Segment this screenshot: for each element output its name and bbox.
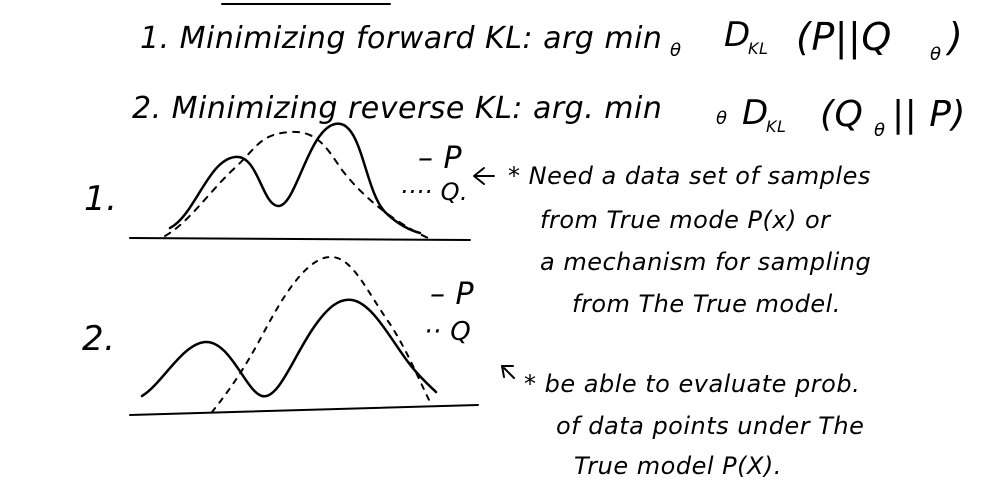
line1-args: (P||Q — [796, 15, 892, 60]
line2-min-subscript: θ — [716, 108, 728, 129]
line2-args-rest: || P) — [892, 94, 966, 135]
plot1-note-line-4: from The True model. — [572, 290, 841, 318]
plot2-note-line-2: of data points under The — [556, 412, 864, 440]
line2-args-subscript: θ — [874, 120, 886, 141]
plot1-legend-p: – P — [418, 141, 463, 176]
plot1-note-line-3: a mechanism for sampling — [540, 248, 871, 276]
plot2-legend-p: – P — [430, 277, 475, 312]
plot2-note-line-3: True model P(X). — [574, 452, 782, 480]
plot1-note-line-2: from True mode P(x) or — [540, 206, 832, 234]
line1-text: 1. Minimizing forward KL: arg min — [140, 21, 662, 56]
line1-min-subscript: θ — [670, 40, 682, 61]
plot1-curve-p — [168, 122, 422, 235]
heading-forward-kl: 1. Minimizing forward KL: arg min θ D KL… — [140, 15, 963, 65]
arrow-up-left-icon — [501, 365, 515, 379]
line2-dkl-subscript: KL — [766, 117, 786, 136]
plot1-axis — [129, 237, 471, 241]
line1-args-subscript: θ — [930, 44, 942, 65]
plot-2: 2. – P ·· Q * be able to evaluate prob. … — [82, 255, 864, 480]
line2-dkl: D — [742, 93, 769, 133]
arrow-left-icon — [473, 167, 495, 185]
plot-1: 1. – P ···· Q. * Need a data set of samp… — [84, 122, 871, 318]
plot2-number: 2. — [82, 319, 115, 359]
line1-dkl: D — [724, 15, 751, 55]
plot2-curve-q — [211, 255, 433, 413]
heading-reverse-kl: 2. Minimizing reverse KL: arg. min θ D K… — [132, 91, 966, 141]
plot2-legend-q: ·· Q — [424, 317, 471, 347]
plot1-curve-q — [164, 130, 429, 239]
plot2-note-line-1: * be able to evaluate prob. — [524, 370, 860, 398]
line2-text: 2. Minimizing reverse KL: arg. min — [132, 91, 662, 126]
plot2-curve-p — [140, 298, 438, 398]
plot1-number: 1. — [84, 179, 117, 219]
line2-args: (Q — [820, 94, 863, 135]
line1-close: ) — [945, 15, 963, 59]
line1-dkl-subscript: KL — [748, 39, 768, 58]
plot1-legend-q: ···· Q. — [400, 178, 468, 206]
plot2-axis — [129, 404, 479, 416]
plot1-note-line-1: * Need a data set of samples — [508, 162, 871, 190]
